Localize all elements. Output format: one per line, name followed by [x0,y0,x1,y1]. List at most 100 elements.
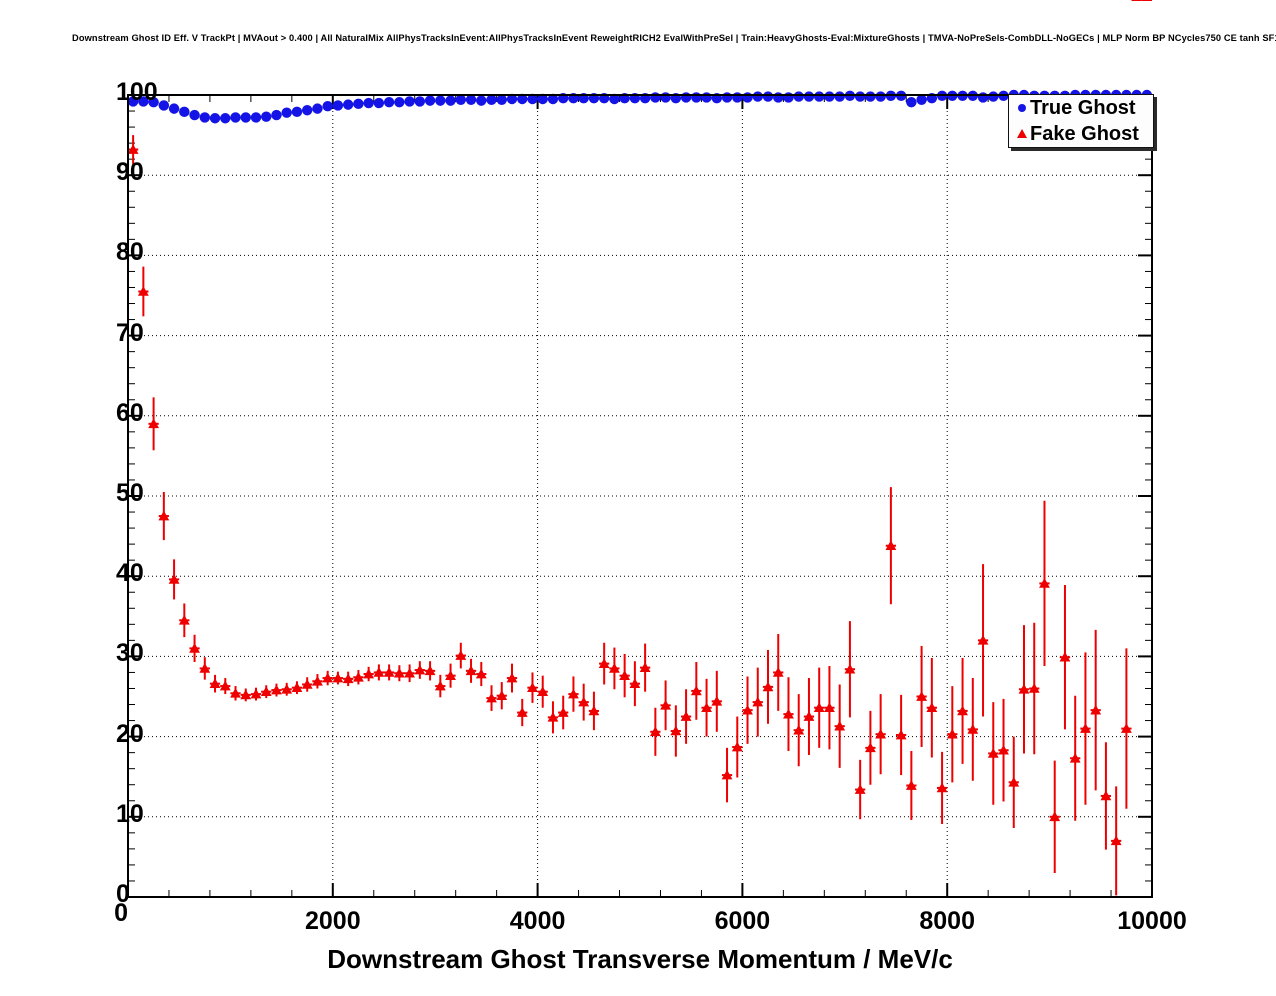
marker-triangle [1069,752,1081,763]
data-point [271,683,282,697]
marker-triangle [885,540,897,551]
marker-triangle [240,689,252,700]
data-point [865,710,876,785]
data-point [772,633,784,711]
data-point [138,96,149,107]
data-point [465,94,477,106]
data-point [946,686,958,783]
marker-triangle [977,634,989,645]
marker-triangle [598,658,610,668]
data-point [936,751,948,825]
marker-triangle [312,675,323,686]
data-point [701,92,712,103]
data-point [178,603,190,638]
gridlines [128,95,1152,897]
data-point [353,670,364,685]
marker-circle [373,97,385,109]
data-point [557,695,569,730]
marker-triangle [271,684,282,695]
marker-triangle [609,663,620,673]
data-point [875,694,887,775]
marker-triangle [230,687,241,698]
marker-circle [988,91,999,102]
data-point [291,106,303,118]
marker-triangle [127,144,139,154]
plot-frame [127,94,1153,898]
data-point [854,759,866,820]
data-point [517,93,528,105]
marker-triangle [803,711,815,721]
data-point [854,91,866,102]
data-point [967,678,979,781]
data-point [148,97,159,108]
data-point [865,91,876,102]
data-point [435,95,446,106]
marker-circle [517,93,528,105]
marker-circle [127,96,139,107]
data-point [1110,786,1122,896]
marker-triangle [158,510,170,521]
data-point [844,621,856,718]
marker-triangle [731,741,743,752]
marker-circle [435,95,446,106]
data-point [363,666,375,682]
data-point [168,559,180,600]
data-point [731,716,743,778]
data-point [220,113,231,124]
marker-triangle [250,688,262,699]
data-point [711,670,723,732]
marker-circle [691,92,702,103]
marker-triangle [649,726,661,737]
data-point [332,100,344,111]
marker-circle [762,91,774,102]
data-point [906,97,917,108]
marker-triangle [639,662,651,672]
x-tick-label: 8000 [919,907,975,935]
marker-triangle [629,678,641,688]
data-point [302,105,313,116]
marker-triangle [1008,776,1020,787]
marker-triangle [557,707,569,717]
axis-ticks [127,94,1153,898]
marker-triangle [916,691,927,701]
marker-triangle [854,784,866,794]
marker-circle [414,96,426,107]
data-point [137,266,149,317]
marker-triangle [783,708,794,719]
x-tick-label: 10000 [1117,907,1187,935]
marker-triangle [404,667,415,678]
marker-triangle [762,681,774,692]
data-point [783,677,794,752]
marker-triangle [926,702,938,713]
data-point [598,642,610,685]
data-point [199,657,211,680]
marker-circle [271,109,282,121]
data-point [895,694,907,776]
data-point [977,92,989,103]
marker-circle [322,101,333,112]
data-point [158,100,170,111]
marker-circle [527,93,538,105]
marker-circle [476,95,487,106]
marker-triangle [1121,723,1132,733]
data-point [803,91,815,102]
data-point [609,647,620,690]
series-true-ghost [127,89,1153,124]
marker-triangle [905,780,917,790]
data-point [1100,742,1112,850]
data-point [158,491,170,541]
marker-triangle [137,286,149,296]
marker-circle [701,92,712,103]
marker-triangle [690,685,702,696]
marker-triangle [670,725,682,736]
marker-triangle [619,670,631,680]
data-point [916,645,927,748]
marker-circle [875,91,886,102]
marker-triangle [332,672,344,683]
data-point [977,564,989,717]
data-point [578,683,590,721]
legend: True Ghost Fake Ghost [1008,94,1154,148]
data-point [363,97,374,109]
marker-triangle [393,667,405,678]
